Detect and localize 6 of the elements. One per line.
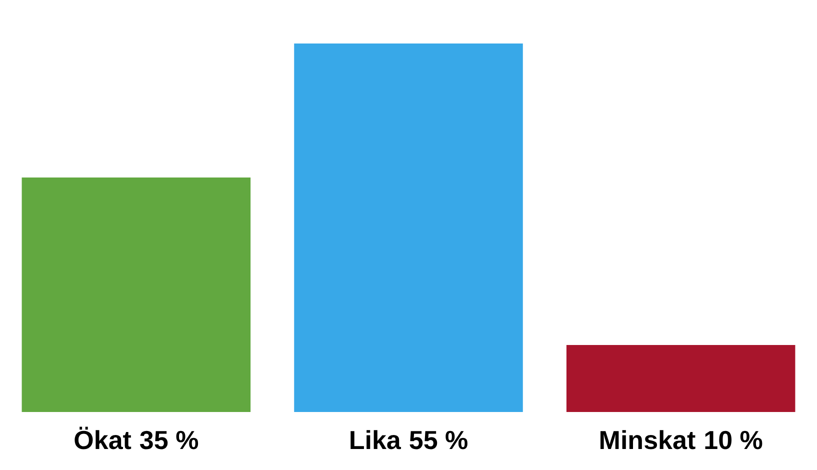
data-label: 10 % <box>704 425 763 456</box>
x-tick-label: Lika <box>348 425 402 456</box>
data-label: 55 % <box>408 425 468 456</box>
x-tick-label: Ökat <box>74 425 132 456</box>
data-label: 35 % <box>139 425 199 456</box>
x-tick-label: Minskat <box>598 425 696 456</box>
